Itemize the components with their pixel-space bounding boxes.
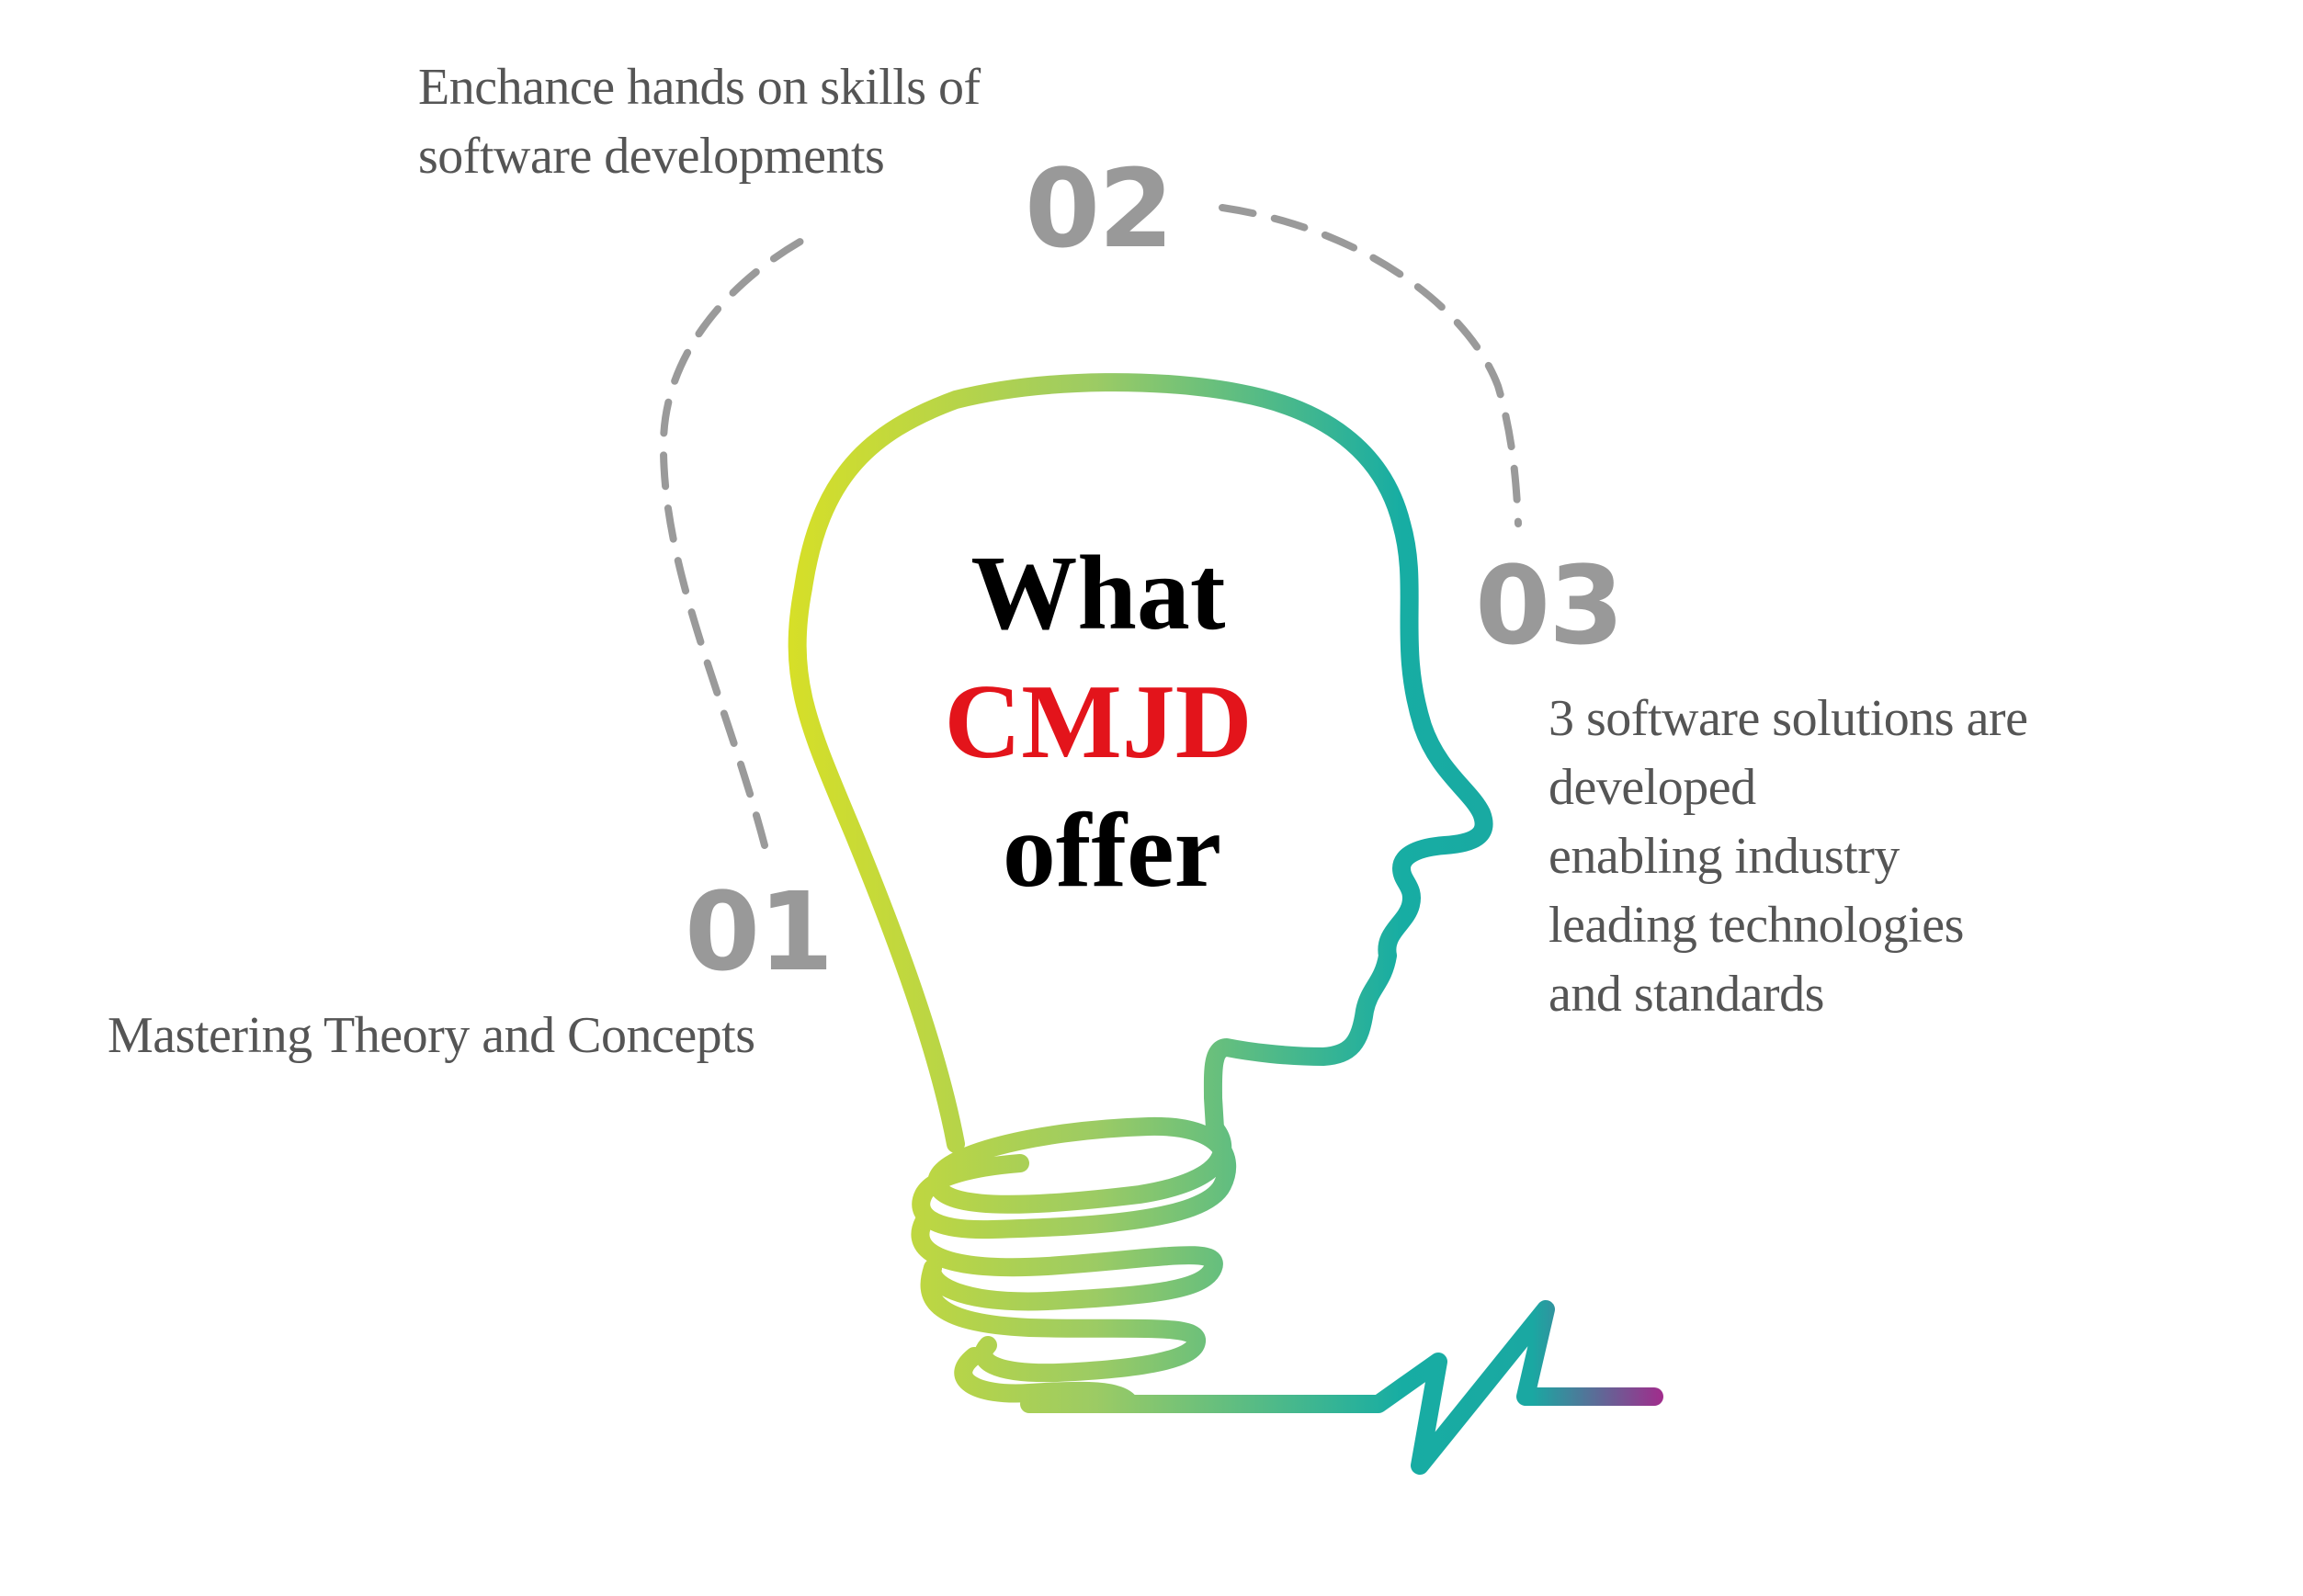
step-caption-01: Mastering Theory and Concepts — [108, 1007, 755, 1064]
title-line-what: What — [970, 535, 1226, 652]
step-number-01: 01 — [685, 868, 834, 995]
step-number-02: 02 — [1025, 145, 1174, 272]
dashed-connector-02-03 — [1219, 204, 1522, 527]
step-caption-02-line-1: Enchance hands on skills of — [418, 59, 981, 116]
step-caption-03-line-2: developed — [1549, 759, 1756, 816]
title-line-cmjd: CMJD — [944, 663, 1253, 781]
bulb-coil — [912, 1116, 1237, 1239]
step-caption-02: Enchance hands on skills of software dev… — [418, 53, 981, 191]
step-caption-03: 3 software solutions are developed enabl… — [1549, 685, 2028, 1029]
bulb-coil-4 — [954, 1347, 1140, 1413]
step-caption-03-line-1: 3 software solutions are — [1549, 690, 2028, 747]
step-caption-03-line-4: leading technologies — [1549, 897, 1964, 954]
step-caption-02-line-2: software developments — [418, 128, 885, 185]
bulb-coil-3 — [920, 1259, 1206, 1383]
power-line-zigzag — [1020, 1300, 1663, 1475]
dashed-connector-01-02 — [659, 231, 817, 849]
step-caption-03-line-5: and standards — [1549, 966, 1824, 1023]
step-number-03: 03 — [1475, 542, 1624, 669]
bulb-coil-2 — [911, 1213, 1223, 1311]
step-caption-03-line-3: enabling industry — [1549, 828, 1900, 885]
head-outline — [788, 373, 1493, 1153]
title-line-offer: offer — [1002, 792, 1222, 910]
